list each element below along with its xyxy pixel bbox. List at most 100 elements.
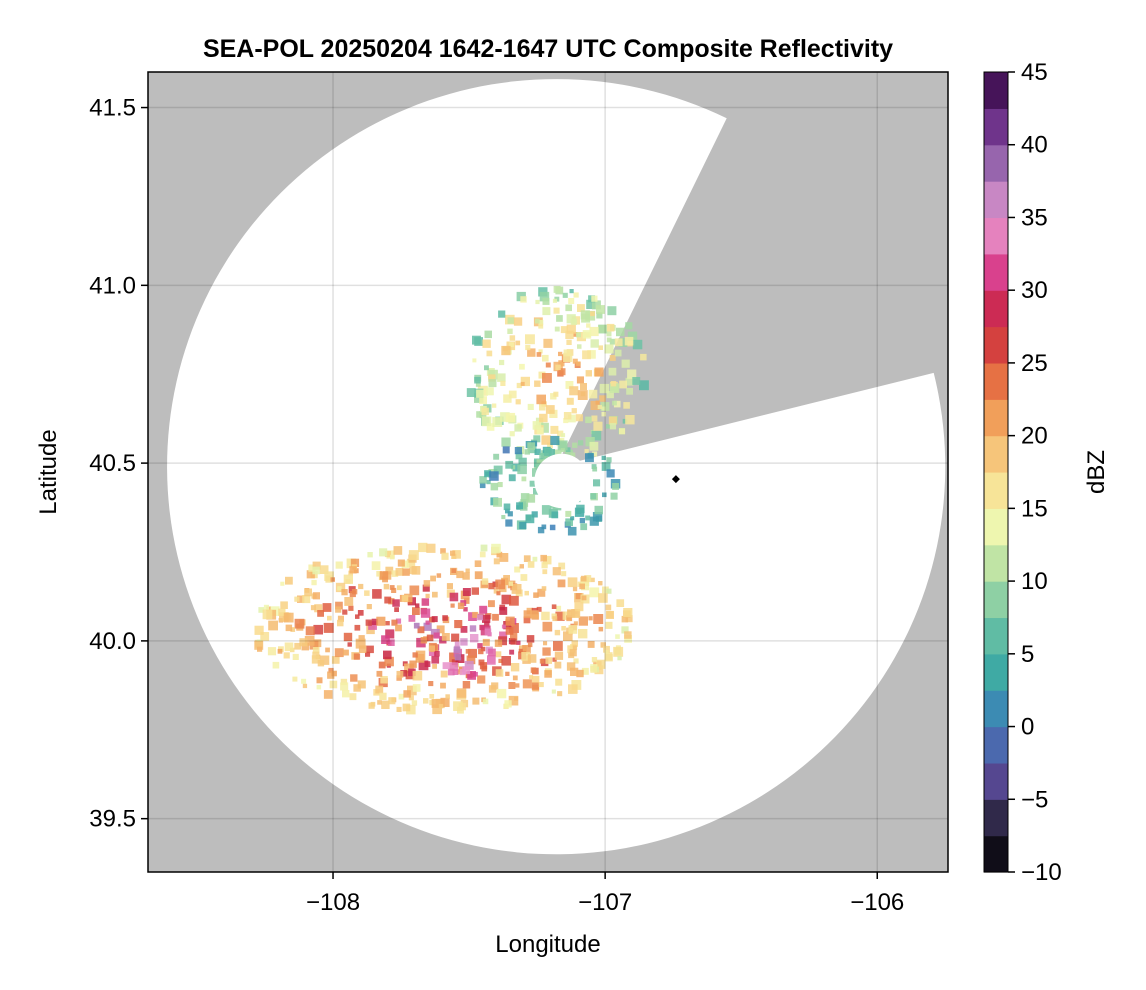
echo-cell [493,465,503,475]
echo-cell [555,364,561,370]
echo-cell [454,653,462,661]
echo-cell [396,585,402,591]
echo-cell [505,412,516,423]
echo-cell [601,411,606,417]
echo-cell [350,558,360,567]
echo-cell [585,370,592,377]
echo-cell [542,621,553,632]
echo-cell [391,619,398,626]
echo-cell [349,590,356,598]
echo-cell [488,648,496,657]
echo-cell [530,610,539,619]
echo-cell [423,580,431,587]
echo-cell [417,626,425,634]
echo-cell [376,670,383,677]
echo-cell [617,656,622,661]
colorbar-bin [984,835,1008,873]
echo-cell [312,647,320,654]
echo-cell [454,620,463,629]
echo-cell [501,437,511,447]
echo-cell [582,350,591,360]
echo-cell [525,334,535,345]
echo-cell [337,586,342,591]
echo-cell [485,387,494,396]
echo-cell [484,628,492,635]
echo-cell [479,662,488,670]
echo-cell [554,629,561,636]
echo-cell [539,413,548,423]
echo-cell [563,418,569,424]
echo-cell [590,311,595,317]
y-tick-label: 41.5 [89,95,136,122]
echo-cell [402,703,411,712]
echo-cell [590,577,595,583]
echo-cell [552,298,557,303]
echo-cell [395,568,404,576]
echo-cell [553,307,560,314]
x-tick-label: −106 [850,889,904,916]
echo-cell [578,616,588,626]
echo-cell [365,651,371,657]
echo-cell [425,620,430,625]
echo-cell [484,621,490,627]
echo-cell [470,634,479,643]
echo-cell [324,571,334,581]
echo-cell [508,623,519,633]
echo-cell [534,318,540,324]
echo-cell [558,368,566,376]
echo-cell [297,595,305,603]
echo-cell [557,440,568,451]
echo-cell [619,428,626,435]
echo-cell [463,598,470,604]
chart-title: SEA-POL 20250204 1642-1647 UTC Composite… [203,35,893,63]
echo-cell [385,566,394,575]
echo-cell [536,394,546,405]
echo-cell [476,411,483,418]
echo-cell [508,695,519,706]
colorbar-bin [984,253,1008,291]
echo-cell [316,684,322,690]
echo-cell [412,652,418,658]
echo-cell [572,358,578,364]
echo-cell [560,448,565,453]
echo-cell [377,700,382,705]
echo-cell [311,655,321,664]
echo-cell [260,632,270,641]
echo-cell [464,660,474,670]
echo-cell [327,615,332,621]
echo-cell [577,344,582,349]
echo-cell [536,352,542,357]
echo-cell [591,415,598,422]
echo-cell [371,618,379,626]
echo-cell [541,505,552,515]
colorbar-bin [984,472,1008,509]
echo-cell [538,682,544,688]
echo-cell [565,447,571,452]
echo-cell [516,382,522,389]
echo-cell [505,460,514,469]
echo-cell [604,650,609,654]
colorbar-tick-label: 20 [1021,423,1048,450]
echo-cell [536,427,544,435]
echo-cell [555,611,565,621]
echo-cell [621,615,629,623]
echo-cell [385,621,390,626]
colorbar-label: dBZ [1083,450,1110,494]
echo-cell [570,516,575,521]
echo-cell [523,616,531,624]
echo-cell [565,381,574,389]
echo-cell [569,649,577,657]
echo-cell [544,670,552,678]
echo-cell [409,585,420,596]
echo-cell [463,607,468,612]
echo-cell [488,685,497,693]
colorbar-bin [984,726,1008,764]
echo-cell [457,602,465,609]
echo-cell [441,633,450,641]
echo-cell [598,324,608,334]
echo-cell [292,676,298,682]
echo-cell [502,446,510,454]
echo-cell [551,511,559,519]
echo-cell [505,627,514,635]
echo-cell [480,544,488,552]
